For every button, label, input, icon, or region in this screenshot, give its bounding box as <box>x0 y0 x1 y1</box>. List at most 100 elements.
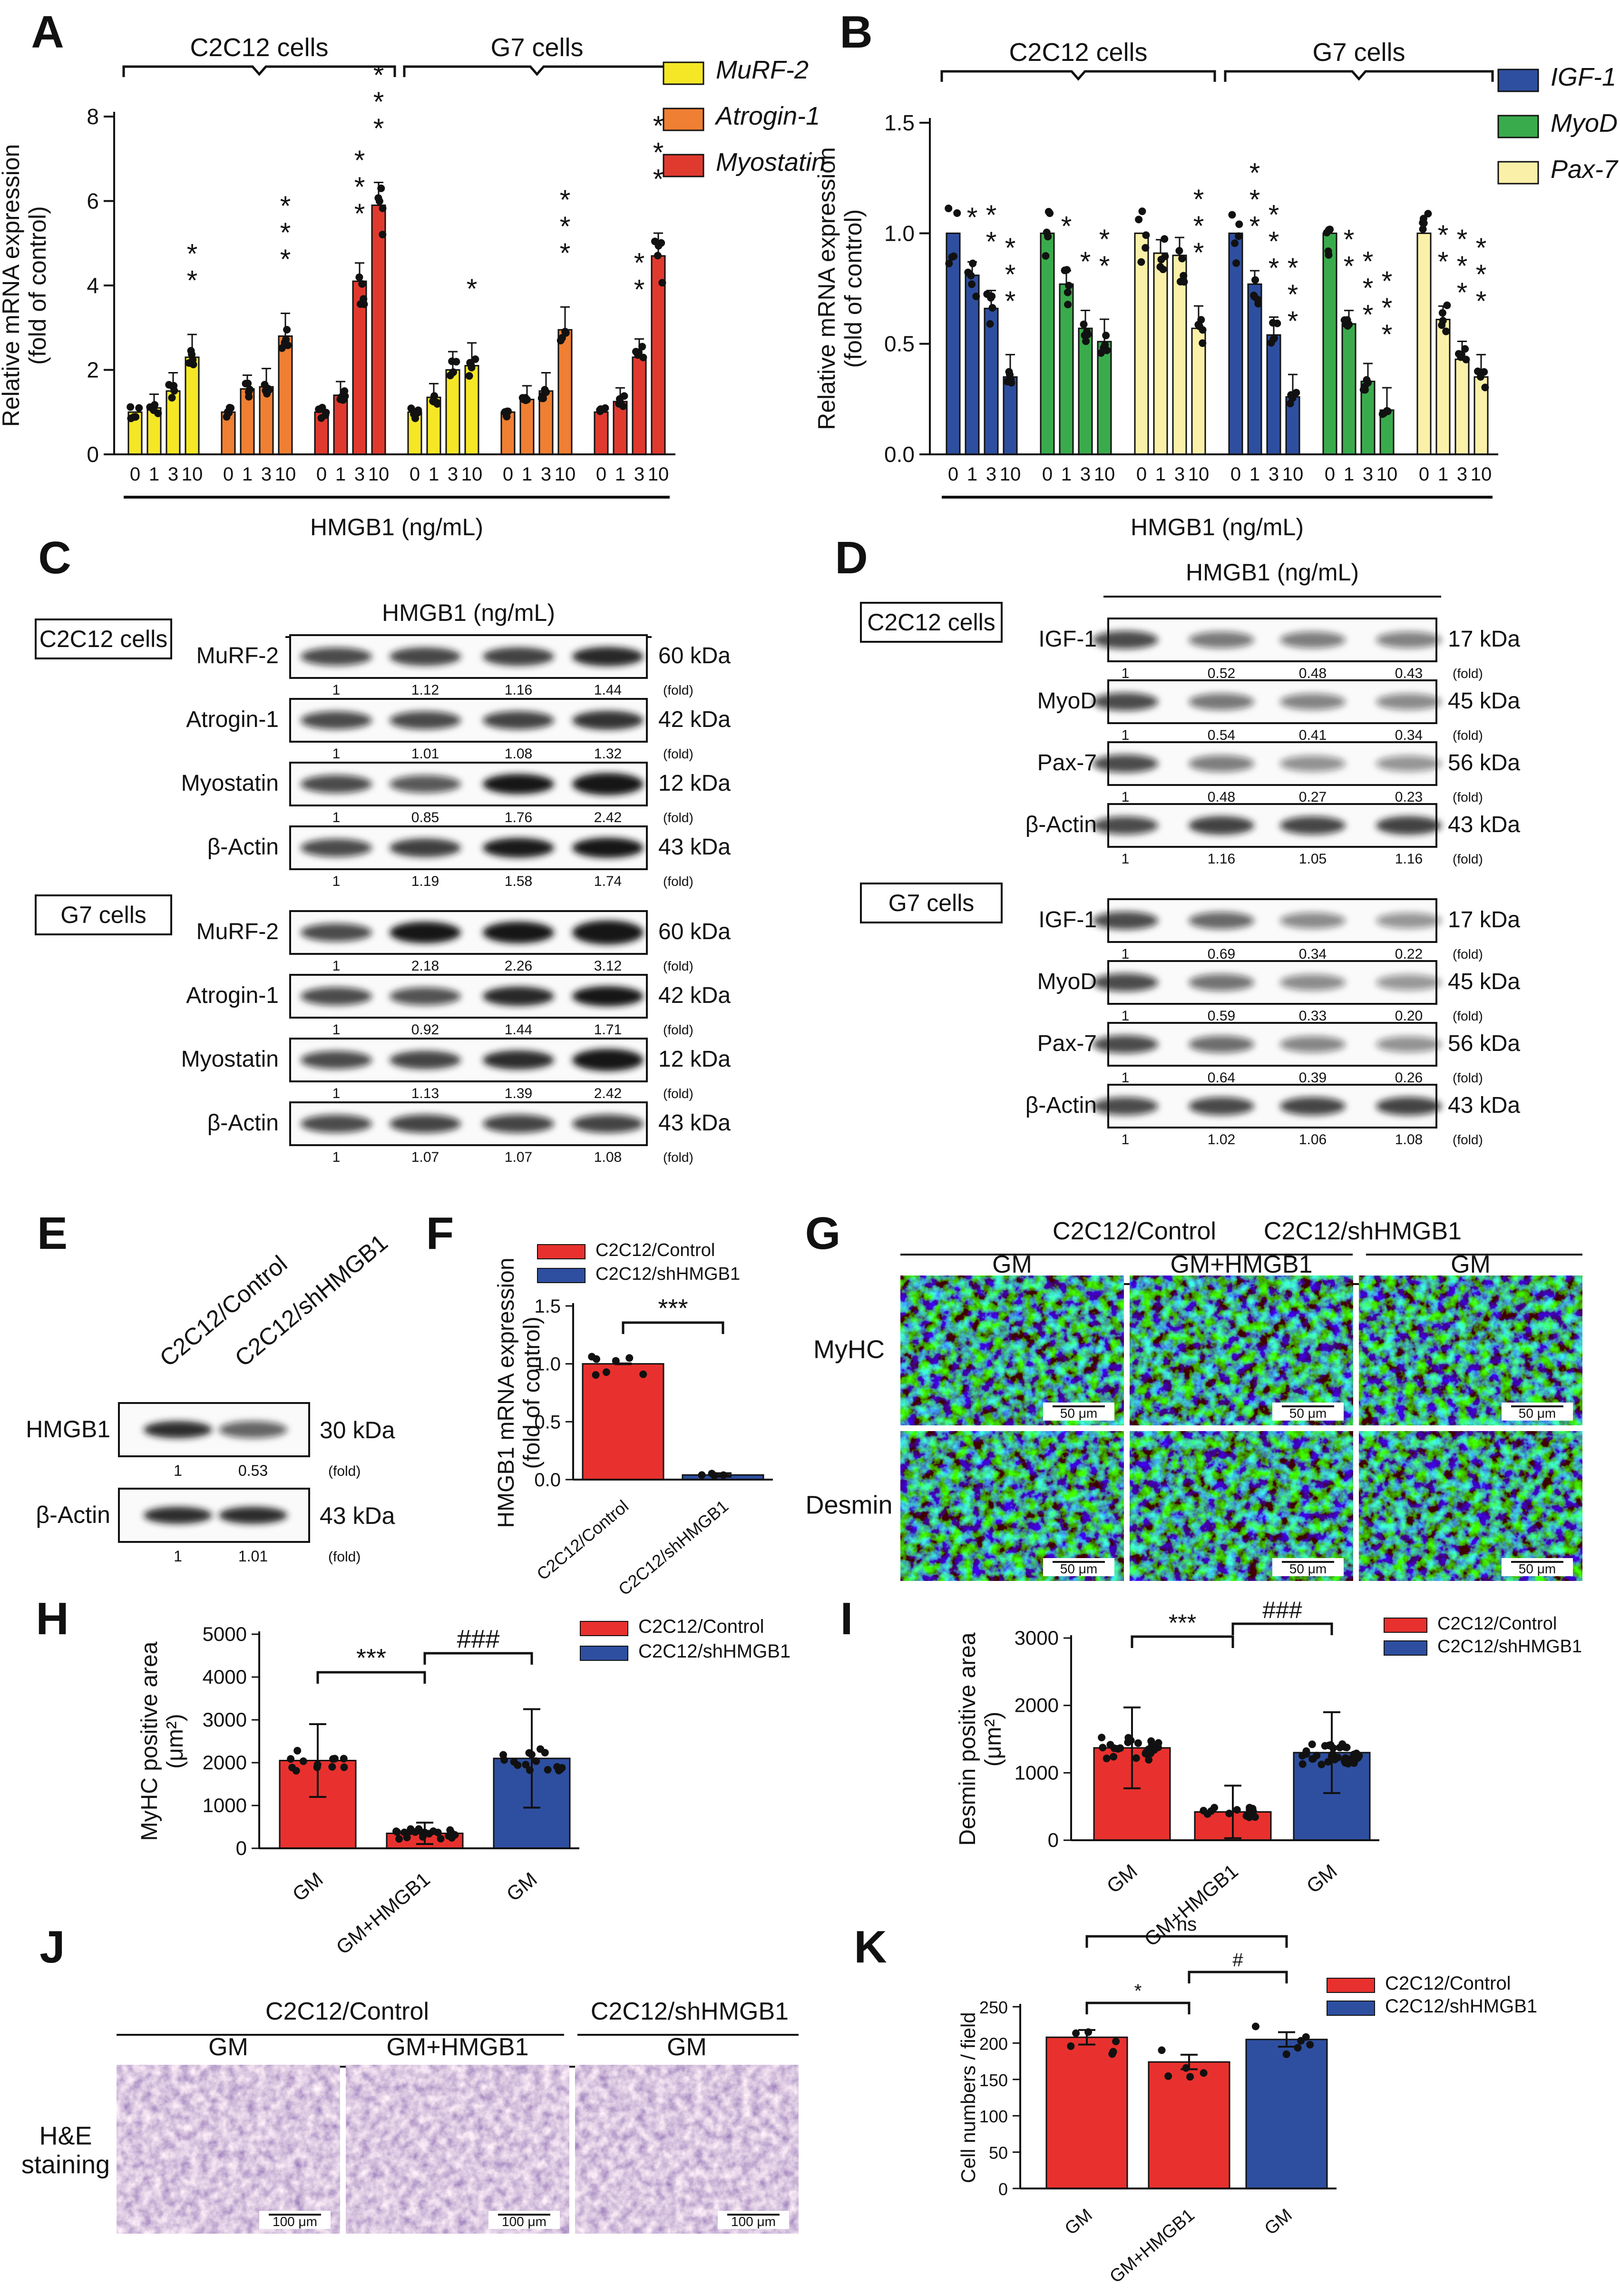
legend-label: MuRF-2 <box>716 56 809 84</box>
panel-letter-k: K <box>854 1922 887 1972</box>
blot-band <box>301 839 372 857</box>
data-point <box>1199 339 1207 347</box>
blot-band <box>1189 1036 1254 1053</box>
x-tick-label: 1 <box>149 464 159 485</box>
data-point <box>1159 265 1167 274</box>
data-point <box>1210 1804 1219 1812</box>
micrograph-texture <box>1359 1276 1582 1425</box>
blot-band <box>483 774 554 795</box>
data-point <box>429 398 438 406</box>
blot-band <box>483 922 554 943</box>
x-tick-label: 0 <box>948 464 958 485</box>
fold-value: 1.13 <box>411 1086 439 1101</box>
kda-label: 17 kDa <box>1448 627 1520 652</box>
kda-label: 17 kDa <box>1448 907 1520 932</box>
blot-title: HMGB1 (ng/mL) <box>382 599 555 626</box>
blot-band <box>1280 912 1346 929</box>
blot-band <box>1280 693 1346 710</box>
panel-letter-e: E <box>37 1208 68 1259</box>
fold-value: 2.42 <box>594 810 622 825</box>
data-point <box>1346 1757 1354 1765</box>
x-tick-label: 10 <box>368 464 390 485</box>
significance-stars: * * * <box>373 60 384 144</box>
blot-strip <box>289 1038 648 1082</box>
x-axis-title: HMGB1 (ng/mL) <box>310 514 483 540</box>
data-point <box>1064 288 1072 296</box>
data-point <box>466 359 474 367</box>
data-point <box>1142 231 1150 239</box>
data-point <box>525 1749 533 1757</box>
significance-stars: * * <box>1438 220 1449 277</box>
blot-band <box>572 986 644 1007</box>
scale-bar-label: 100 μm <box>273 2214 317 2229</box>
data-point <box>414 406 422 414</box>
data-point <box>1323 228 1331 236</box>
data-point <box>446 1826 454 1834</box>
data-point <box>592 1355 600 1363</box>
bar <box>371 204 386 455</box>
legend-swatch <box>537 1244 586 1259</box>
data-point <box>562 329 570 337</box>
data-point <box>1138 207 1146 216</box>
bar <box>1228 232 1243 455</box>
data-point <box>419 1833 427 1841</box>
bar <box>1247 283 1262 455</box>
blot-band <box>144 1507 212 1524</box>
panel-letter-f: F <box>426 1208 454 1259</box>
fold-value: 1.71 <box>594 1022 622 1038</box>
blot-bands <box>1093 973 1442 991</box>
x-tick-label: 10 <box>1000 464 1021 485</box>
data-point <box>1003 378 1011 386</box>
row-label: MyHC <box>813 1335 885 1364</box>
protein-label: Pax-7 <box>1037 1031 1097 1056</box>
blot-band <box>390 711 461 730</box>
blot-band <box>219 1421 287 1438</box>
significance-stars: * * * <box>653 110 664 195</box>
column-title: GM <box>992 1251 1032 1278</box>
legend-swatch <box>663 61 704 85</box>
significance-stars: * <box>1061 211 1072 242</box>
significance-stars: * * <box>1099 224 1110 282</box>
data-point <box>1361 386 1369 394</box>
fold-value: 0.26 <box>1395 1070 1423 1086</box>
blot-band <box>1093 755 1158 773</box>
blot-band <box>572 837 644 858</box>
cell-line-label: C2C12 cells <box>39 626 168 652</box>
data-point <box>1186 2073 1194 2081</box>
data-point <box>358 280 366 288</box>
data-point <box>283 326 291 334</box>
fold-value: 1.06 <box>1299 1132 1327 1148</box>
data-point <box>1225 1809 1233 1817</box>
x-tick-label: 0 <box>1136 464 1147 485</box>
bar <box>278 335 293 455</box>
kda-label: 12 kDa <box>658 1047 731 1072</box>
data-point <box>720 1471 728 1479</box>
data-point <box>658 279 666 287</box>
data-point <box>1302 1749 1310 1757</box>
data-point <box>379 204 387 212</box>
fold-value: 1 <box>332 873 341 889</box>
data-point <box>1336 1744 1344 1752</box>
group-bracket <box>940 70 1216 82</box>
bar <box>1435 319 1451 455</box>
data-point <box>127 403 135 411</box>
data-point <box>1228 211 1236 219</box>
x-axis-title: HMGB1 (ng/mL) <box>1131 514 1304 540</box>
fold-value: 1.16 <box>1208 851 1235 867</box>
fold-value: 1 <box>1122 1070 1130 1086</box>
blot-band <box>219 1507 287 1524</box>
fold-unit-label: (fold) <box>1453 1009 1483 1023</box>
data-point <box>278 344 286 352</box>
group-title: C2C12/Control <box>265 1998 429 2025</box>
data-point <box>1042 252 1050 260</box>
kda-label: 43 kDa <box>320 1502 395 1529</box>
fold-unit-label: (fold) <box>1453 947 1483 962</box>
data-point <box>262 386 270 394</box>
data-point <box>499 1751 507 1759</box>
fold-value: 1 <box>332 1086 341 1101</box>
fold-value: 2.42 <box>594 1086 622 1101</box>
fold-value: 0.54 <box>1208 727 1235 743</box>
data-point <box>1327 1752 1336 1760</box>
cell-line-label: G7 cells <box>60 902 146 928</box>
blot-band <box>1093 912 1158 930</box>
